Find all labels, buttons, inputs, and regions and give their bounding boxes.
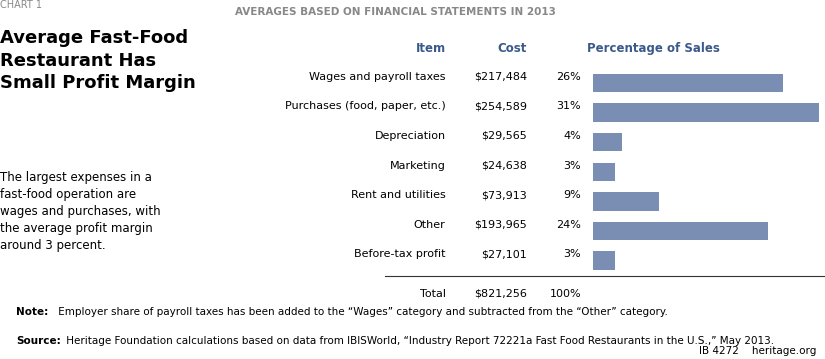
Bar <box>593 74 783 92</box>
Text: $24,638: $24,638 <box>481 160 527 171</box>
Bar <box>593 103 819 122</box>
Text: Marketing: Marketing <box>389 160 446 171</box>
Text: $73,913: $73,913 <box>481 190 527 200</box>
Text: The largest expenses in a
fast-food operation are
wages and purchases, with
the : The largest expenses in a fast-food oper… <box>0 171 161 252</box>
Text: Other: Other <box>414 220 446 230</box>
Bar <box>593 133 622 151</box>
Text: 3%: 3% <box>563 249 581 259</box>
Text: $254,589: $254,589 <box>474 101 527 111</box>
Text: Rent and utilities: Rent and utilities <box>351 190 446 200</box>
Text: $217,484: $217,484 <box>474 72 527 82</box>
Text: Total: Total <box>420 289 446 299</box>
Text: Note:: Note: <box>16 307 49 317</box>
Text: Employer share of payroll taxes has been added to the “Wages” category and subtr: Employer share of payroll taxes has been… <box>54 307 667 317</box>
Text: $193,965: $193,965 <box>474 220 527 230</box>
Text: 24%: 24% <box>556 220 581 230</box>
Text: $27,101: $27,101 <box>481 249 527 259</box>
Text: AVERAGES BASED ON FINANCIAL STATEMENTS IN 2013: AVERAGES BASED ON FINANCIAL STATEMENTS I… <box>235 7 556 17</box>
Text: Purchases (food, paper, etc.): Purchases (food, paper, etc.) <box>285 101 446 111</box>
Text: 100%: 100% <box>549 289 581 299</box>
Text: Before-tax profit: Before-tax profit <box>354 249 446 259</box>
Text: 26%: 26% <box>556 72 581 82</box>
Bar <box>593 163 615 181</box>
Text: $29,565: $29,565 <box>481 131 527 141</box>
Text: Cost: Cost <box>497 42 527 55</box>
Text: Heritage Foundation calculations based on data from IBISWorld, “Industry Report : Heritage Foundation calculations based o… <box>63 336 774 346</box>
Bar <box>593 192 658 210</box>
Text: Percentage of Sales: Percentage of Sales <box>587 42 720 55</box>
Text: Average Fast-Food
Restaurant Has
Small Profit Margin: Average Fast-Food Restaurant Has Small P… <box>0 29 196 92</box>
Text: $821,256: $821,256 <box>474 289 527 299</box>
Text: 3%: 3% <box>563 160 581 171</box>
Text: IB 4272    heritage.org: IB 4272 heritage.org <box>700 346 817 356</box>
Text: Wages and payroll taxes: Wages and payroll taxes <box>309 72 446 82</box>
Bar <box>593 251 615 270</box>
Text: 9%: 9% <box>563 190 581 200</box>
Text: Depreciation: Depreciation <box>375 131 446 141</box>
Text: Source:: Source: <box>16 336 61 346</box>
Text: Item: Item <box>416 42 446 55</box>
Text: 4%: 4% <box>563 131 581 141</box>
Bar <box>593 222 768 240</box>
Text: CHART 1: CHART 1 <box>0 0 42 10</box>
Text: 31%: 31% <box>557 101 581 111</box>
